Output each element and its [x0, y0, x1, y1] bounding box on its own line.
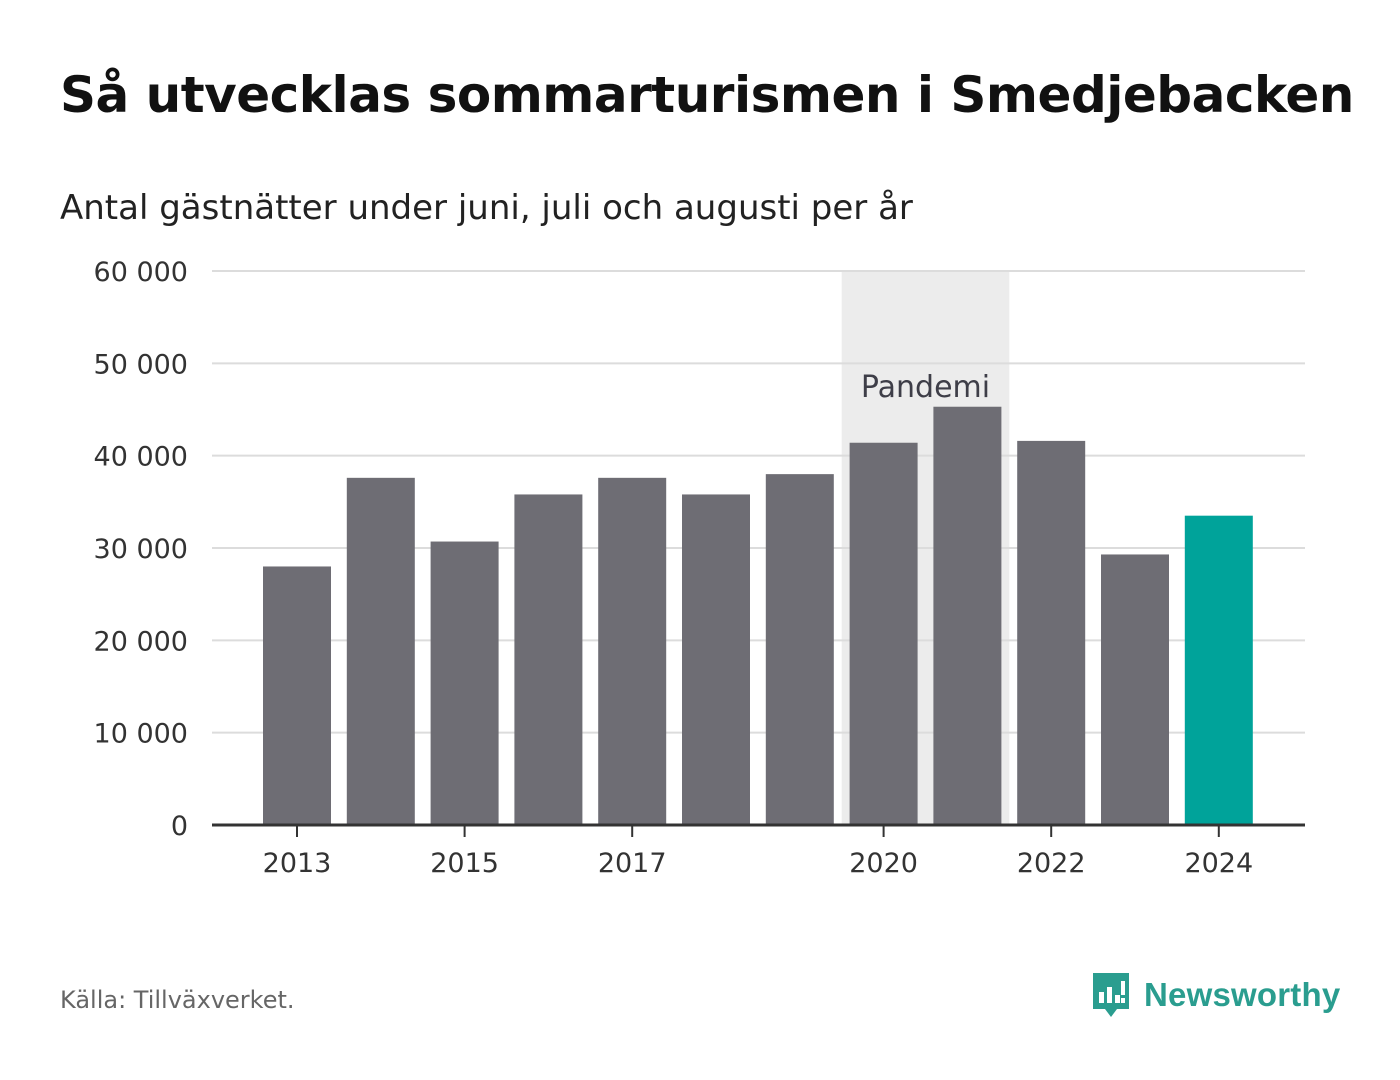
brand-logo[interactable]: Newsworthy	[1090, 970, 1340, 1020]
x-tick-label: 2015	[430, 848, 499, 879]
bar-2016	[514, 494, 583, 825]
x-tick-label: 2017	[598, 848, 667, 879]
bar-2017	[598, 477, 667, 825]
y-tick-label: 20 000	[94, 626, 188, 657]
x-tick-label: 2013	[263, 848, 332, 879]
bar-2020	[849, 442, 918, 825]
newsworthy-logo-icon	[1093, 973, 1129, 1017]
y-tick-label: 60 000	[94, 257, 188, 288]
bar-2021	[933, 406, 1002, 825]
x-tick-label: 2024	[1184, 848, 1253, 879]
chart-subtitle: Antal gästnätter under juni, juli och au…	[60, 188, 913, 228]
bar-2022	[1017, 440, 1086, 825]
chart-title: Så utvecklas sommarturismen i Smedjeback…	[60, 66, 1354, 124]
y-tick-label: 0	[171, 811, 188, 842]
bar-2024	[1184, 515, 1253, 825]
bar-2015	[430, 541, 499, 825]
bar-2023	[1101, 554, 1169, 825]
y-tick-label: 40 000	[94, 442, 188, 473]
source-note: Källa: Tillväxverket.	[60, 986, 295, 1014]
y-tick-label: 10 000	[94, 719, 188, 750]
pandemic-label: Pandemi	[861, 370, 990, 405]
brand-name: Newsworthy	[1144, 976, 1341, 1013]
bar-2019	[765, 474, 834, 825]
x-tick-label: 2022	[1017, 848, 1086, 879]
y-tick-label: 50 000	[94, 349, 188, 380]
bar-2014	[346, 477, 415, 825]
bar-2013	[263, 566, 331, 825]
y-tick-label: 30 000	[94, 534, 188, 565]
x-tick-label: 2020	[849, 848, 918, 879]
bar-2018	[682, 494, 750, 825]
